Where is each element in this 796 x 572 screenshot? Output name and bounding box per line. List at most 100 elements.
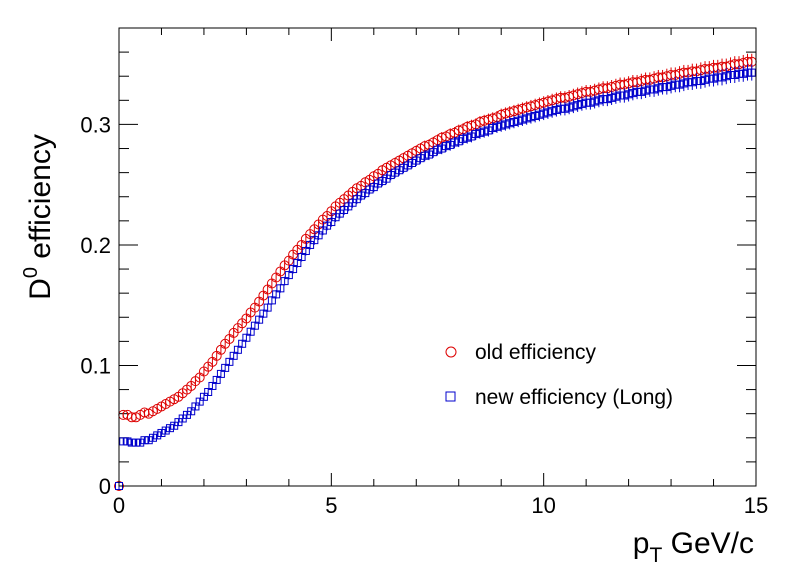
- data-point-new: [233, 345, 242, 354]
- data-point-new: [531, 111, 540, 120]
- legend-marker-old-efficiency: [445, 346, 457, 358]
- data-point-new: [709, 74, 718, 83]
- data-point-new: [310, 236, 319, 245]
- data-point-new: [594, 96, 603, 105]
- data-point-new: [374, 179, 383, 188]
- data-point-new: [437, 144, 446, 153]
- data-point-new: [505, 119, 514, 128]
- data-point-new: [365, 185, 374, 194]
- data-point-new: [314, 231, 323, 240]
- data-point-new: [187, 407, 196, 416]
- data-point-new: [501, 120, 510, 129]
- data-point-new: [119, 437, 128, 446]
- data-point-new: [586, 98, 595, 107]
- data-point-new: [357, 191, 366, 200]
- data-point-new: [255, 315, 264, 324]
- data-point-new: [688, 78, 697, 87]
- data-point-new: [378, 177, 387, 186]
- data-point-new: [543, 108, 552, 117]
- data-point-new: [391, 168, 400, 177]
- data-point-new: [560, 104, 569, 113]
- data-point-new: [157, 428, 166, 437]
- data-point-new: [246, 327, 255, 336]
- data-point-new: [216, 369, 225, 378]
- data-point-new: [633, 87, 642, 96]
- data-point-new: [654, 84, 663, 93]
- data-point-new: [514, 116, 523, 125]
- y-axis-title-sup: 0: [20, 267, 42, 278]
- tick-labels: 0 5 10 15 0 0.1 0.2 0.3: [80, 112, 768, 518]
- data-point-new: [641, 86, 650, 95]
- data-point-new: [569, 102, 578, 111]
- data-point-new: [552, 105, 561, 114]
- x-axis-title-main: p: [633, 527, 650, 560]
- data-markers: [114, 53, 757, 491]
- data-point-new: [161, 426, 170, 435]
- data-point-new: [624, 90, 633, 99]
- data-point-new: [671, 80, 680, 89]
- x-axis-title-sub: T: [649, 544, 662, 567]
- data-point-new: [425, 150, 434, 159]
- data-point-new: [730, 71, 739, 80]
- data-point-new: [229, 351, 238, 360]
- data-point-new: [713, 73, 722, 82]
- x-tick-label: 10: [531, 493, 555, 518]
- data-point-new: [599, 95, 608, 104]
- data-point-new: [662, 83, 671, 92]
- plot-frame: [118, 27, 757, 487]
- data-point-new: [165, 424, 174, 433]
- data-point-new: [284, 271, 293, 280]
- data-point-new: [429, 148, 438, 157]
- data-point-new: [743, 68, 752, 77]
- data-point-new: [306, 240, 315, 249]
- data-point-new: [136, 438, 145, 447]
- x-tick-label: 15: [744, 493, 768, 518]
- data-point-new: [225, 357, 234, 366]
- data-point-new: [140, 436, 149, 445]
- data-point-new: [289, 265, 298, 274]
- y-tick-label: 0.1: [80, 353, 111, 378]
- data-point-new: [446, 140, 455, 149]
- data-point-new: [726, 71, 735, 80]
- data-point-new: [535, 110, 544, 119]
- data-point-new: [259, 309, 268, 318]
- data-point-new: [620, 91, 629, 100]
- data-point-new: [403, 161, 412, 170]
- data-point-new: [747, 68, 756, 77]
- data-point-new: [675, 80, 684, 89]
- data-point-new: [628, 89, 637, 98]
- x-tick-label: 5: [325, 493, 337, 518]
- data-point-new: [616, 91, 625, 100]
- data-point-new: [696, 77, 705, 86]
- data-point-new: [301, 246, 310, 255]
- x-axis-title-rest: GeV/c: [662, 527, 754, 560]
- legend-label-old-efficiency: old efficiency: [475, 341, 597, 364]
- data-point-new: [293, 259, 302, 268]
- data-point-new: [488, 124, 497, 133]
- data-point-new: [420, 151, 429, 160]
- data-point-new: [276, 284, 285, 293]
- data-point-new: [522, 114, 531, 123]
- data-point-new: [480, 127, 489, 136]
- data-point-new: [701, 75, 710, 84]
- data-point-new: [590, 97, 599, 106]
- y-tick-label: 0: [99, 474, 111, 499]
- data-point-new: [433, 145, 442, 154]
- data-point-new: [718, 73, 727, 82]
- data-point-new: [221, 363, 230, 372]
- x-tick-label: 0: [113, 493, 125, 518]
- y-tick-label: 0.3: [80, 112, 111, 137]
- legend-label-new-efficiency-long: new efficiency (Long): [475, 386, 673, 409]
- y-axis-title: D0 efficiency: [20, 134, 57, 300]
- data-point-new: [573, 101, 582, 110]
- data-point-new: [399, 163, 408, 172]
- data-point-new: [144, 436, 153, 445]
- y-axis-title-rest: efficiency: [24, 134, 57, 267]
- data-point-new: [195, 397, 204, 406]
- data-point-new: [250, 321, 259, 330]
- data-point-new: [475, 128, 484, 137]
- data-point-new: [509, 118, 518, 127]
- data-point-new: [739, 69, 748, 78]
- data-point-new: [242, 333, 251, 342]
